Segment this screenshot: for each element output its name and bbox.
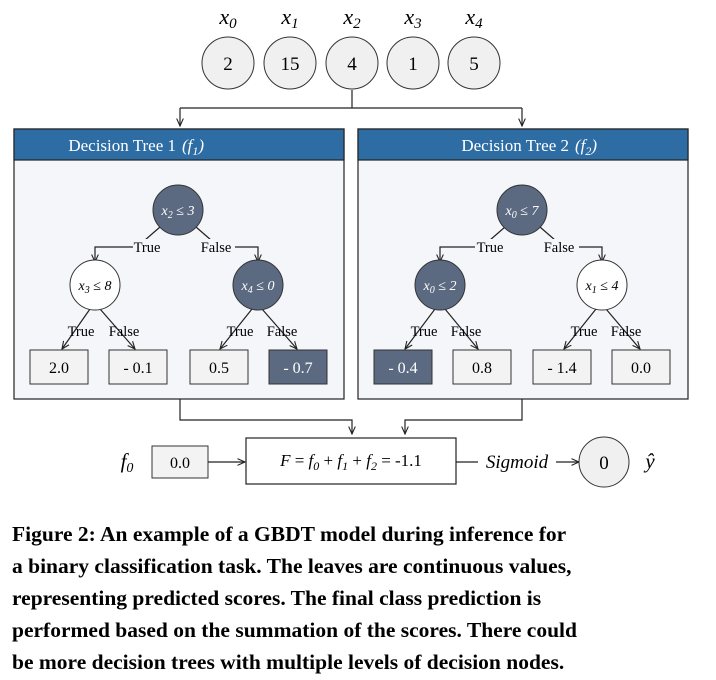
tree-2-left-true-label: True bbox=[411, 324, 438, 340]
tree-2-right-node bbox=[576, 259, 628, 311]
tree-1-root-node bbox=[152, 184, 204, 236]
tree-2-leaf-3-value: - 1.4 bbox=[547, 360, 576, 377]
tree-2-left-condition: x0 ≤ 2 bbox=[423, 279, 457, 296]
input-label-x1: x1 bbox=[280, 4, 298, 32]
input-value-x2: 4 bbox=[347, 54, 357, 75]
input-value-x3: 1 bbox=[408, 54, 418, 75]
tree-1-leaf-4 bbox=[268, 349, 328, 385]
output-label: ŷ bbox=[643, 449, 655, 473]
tree-2-right-true-label: True bbox=[571, 324, 598, 340]
input-node-x1 bbox=[263, 36, 317, 90]
tree-1-header bbox=[13, 128, 345, 161]
tree-2-leaf-1-value: - 0.4 bbox=[388, 360, 417, 377]
tree-2-root-false-label: False bbox=[544, 240, 575, 256]
tree-2-right-condition: x1 ≤ 4 bbox=[585, 279, 619, 296]
tree-1-right-condition: x4 ≤ 0 bbox=[241, 279, 275, 296]
tree-2-leaf-4-value: 0.0 bbox=[631, 360, 651, 377]
sum-box bbox=[245, 437, 457, 485]
tree-output-connector bbox=[179, 399, 523, 434]
tree-1-title: Decision Tree 1 bbox=[68, 136, 176, 155]
input-label-x2: x2 bbox=[342, 4, 361, 32]
caption-line: representing predicted scores. The final… bbox=[12, 586, 542, 610]
tree-1-left-false-label: False bbox=[109, 324, 140, 340]
input-node-x3 bbox=[386, 36, 440, 90]
f0-value: 0.0 bbox=[170, 455, 190, 472]
tree-1-left-true-label: True bbox=[68, 324, 95, 340]
tree-2-right-false-label: False bbox=[611, 324, 642, 340]
tree-1-root-condition: x2 ≤ 3 bbox=[161, 204, 195, 221]
tree-1-leaf-1-value: 2.0 bbox=[49, 360, 69, 377]
tree-2-header bbox=[357, 128, 689, 161]
tree-1-leaf-3-value: 0.5 bbox=[209, 360, 229, 377]
input-value-x0: 2 bbox=[223, 54, 233, 75]
tree-2-root-true-label: True bbox=[477, 240, 504, 256]
input-connector bbox=[180, 90, 522, 126]
gbdt-diagram: x0 x1 x2 x3 x4 2 15 4 1 5 Decision Tree 1 (f… bbox=[13, 4, 689, 488]
tree-2-leaf-1 bbox=[373, 349, 433, 385]
tree-2-leaf-4 bbox=[611, 349, 671, 385]
sigmoid-label: Sigmoid bbox=[486, 452, 549, 473]
f0-label: f0 bbox=[121, 449, 134, 476]
tree-1-function: (f1) bbox=[182, 136, 204, 158]
caption-line: Figure 2: An example of a GBDT model dur… bbox=[12, 522, 567, 546]
tree-1-leaf-2-value: - 0.1 bbox=[123, 360, 152, 377]
sum-formula: F = f0 + f1 + f2 = -1.1 bbox=[279, 451, 422, 473]
tree-2-function: (f2) bbox=[575, 136, 597, 158]
decision-tree-1: Decision Tree 1 (f1) True False x2 ≤ 3 x… bbox=[13, 128, 345, 400]
tree-1-left-condition: x3 ≤ 8 bbox=[78, 279, 112, 296]
tree-1-leaf-2 bbox=[108, 349, 168, 385]
tree-1-leaf-1 bbox=[29, 349, 89, 385]
input-label-x0: x0 bbox=[218, 4, 237, 32]
tree-1-root-false-label: False bbox=[201, 240, 232, 256]
output-node bbox=[578, 436, 630, 488]
f0-box bbox=[151, 445, 209, 479]
tree-2-left-node bbox=[414, 259, 466, 311]
tree-2-root-node bbox=[496, 184, 548, 236]
input-label-x3: x3 bbox=[403, 4, 421, 32]
input-label-x4: x4 bbox=[464, 4, 483, 32]
tree-1-root-true-label: True bbox=[134, 240, 161, 256]
tree-1-leaf-4-value: - 0.7 bbox=[283, 360, 312, 377]
input-value-x1: 15 bbox=[281, 54, 300, 75]
tree-2-left-false-label: False bbox=[451, 324, 482, 340]
tree-1-leaf-3 bbox=[189, 349, 249, 385]
input-node-x4 bbox=[447, 36, 501, 90]
tree-2-leaf-3 bbox=[532, 349, 592, 385]
tree-1-right-false-label: False bbox=[267, 324, 298, 340]
caption-line: a binary classification task. The leaves… bbox=[12, 554, 572, 578]
output-value: 0 bbox=[599, 453, 609, 474]
input-node-x0 bbox=[201, 36, 255, 90]
tree-1-left-node bbox=[69, 259, 121, 311]
caption-line: be more decision trees with multiple lev… bbox=[12, 650, 565, 674]
input-node-x2 bbox=[325, 36, 379, 90]
tree-2-title: Decision Tree 2 bbox=[461, 136, 569, 155]
tree-2-leaf-2 bbox=[452, 349, 512, 385]
tree-1-right-true-label: True bbox=[227, 324, 254, 340]
tree-1-right-node bbox=[232, 259, 284, 311]
input-value-x4: 5 bbox=[469, 54, 479, 75]
tree-2-leaf-2-value: 0.8 bbox=[472, 360, 492, 377]
caption-line: performed based on the summation of the … bbox=[12, 618, 577, 642]
figure-caption: Figure 2: An example of a GBDT model dur… bbox=[12, 518, 712, 678]
tree-2-root-condition: x0 ≤ 7 bbox=[505, 204, 540, 221]
decision-tree-2: Decision Tree 2 (f2) True False x0 ≤ 7 x… bbox=[357, 128, 689, 400]
